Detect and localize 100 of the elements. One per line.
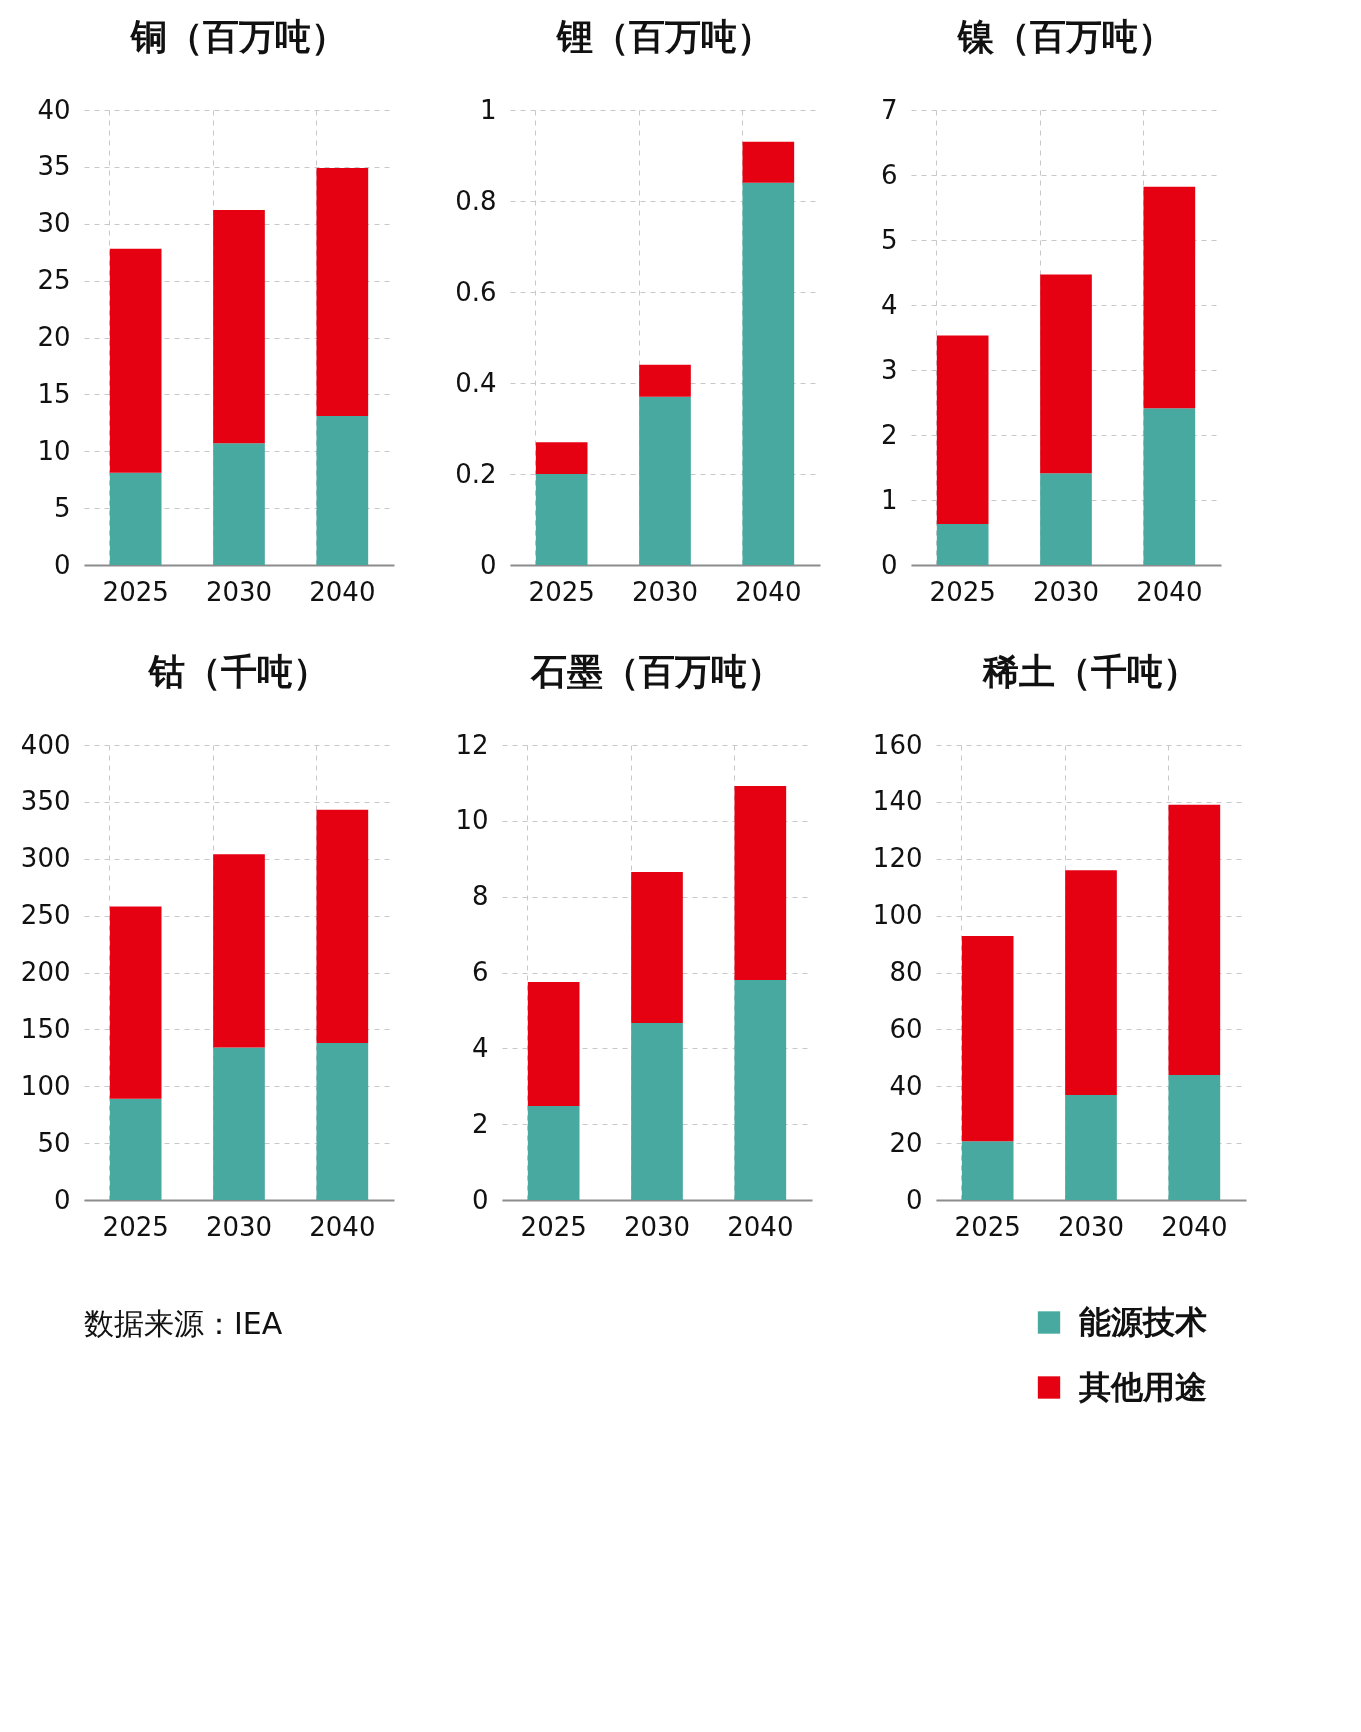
- y-tick-label: 150: [20, 1013, 71, 1044]
- bar: [639, 364, 691, 397]
- y-tick-label: 0: [905, 1184, 923, 1215]
- y-tick-label: 40: [37, 94, 71, 125]
- x-tick-label: 2040: [309, 576, 376, 607]
- bar: [639, 396, 691, 565]
- y-tick-label: 10: [455, 805, 489, 836]
- bar: [1040, 274, 1092, 474]
- y-tick-label: 1: [880, 484, 898, 515]
- x-tick-label: 2025: [954, 1211, 1021, 1242]
- chart-title: 镍（百万吨）: [956, 16, 1174, 57]
- bar: [961, 936, 1014, 1142]
- bar: [961, 1141, 1014, 1200]
- y-tick-label: 350: [20, 786, 71, 817]
- bar: [936, 524, 989, 565]
- bar: [109, 1098, 162, 1200]
- y-tick-label: 2: [880, 419, 898, 450]
- legend-label: 能源技术: [1079, 1302, 1207, 1341]
- y-tick-label: 35: [37, 151, 71, 182]
- y-tick-label: 400: [20, 729, 71, 760]
- x-tick-label: 2040: [1136, 576, 1203, 607]
- y-tick-label: 0.4: [455, 367, 497, 398]
- bar: [1065, 1095, 1117, 1200]
- y-tick-label: 5: [880, 224, 898, 255]
- y-tick-label: 5: [53, 492, 71, 523]
- x-tick-label: 2030: [1057, 1211, 1125, 1242]
- legend-label: 其他用途: [1078, 1367, 1207, 1406]
- bar: [742, 182, 795, 565]
- y-tick-label: 20: [37, 322, 71, 352]
- y-tick-label: 200: [20, 957, 71, 987]
- y-tick-label: 50: [37, 1127, 71, 1158]
- y-tick-label: 6: [471, 957, 489, 987]
- chart-title: 锂（百万吨）: [555, 16, 773, 57]
- x-tick-label: 2040: [309, 1211, 376, 1242]
- y-tick-label: 0: [471, 1184, 489, 1215]
- y-tick-label: 4: [471, 1032, 489, 1063]
- x-tick-label: 2030: [205, 1211, 273, 1242]
- y-tick-label: 140: [872, 786, 923, 817]
- y-tick-label: 3: [880, 354, 898, 385]
- bar: [316, 809, 369, 1044]
- bar: [316, 415, 369, 565]
- bar: [109, 248, 162, 473]
- chart-title: 石墨（百万吨）: [530, 651, 783, 692]
- bar: [213, 210, 265, 444]
- x-tick-label: 2030: [623, 1211, 691, 1242]
- source-note: 数据来源：IEA: [84, 1306, 283, 1341]
- x-tick-label: 2025: [528, 576, 595, 607]
- bar: [742, 141, 795, 183]
- chart-title: 钴（千吨）: [147, 651, 329, 692]
- y-tick-label: 80: [889, 957, 923, 987]
- y-tick-label: 7: [880, 94, 898, 125]
- bar: [1143, 408, 1196, 565]
- x-tick-label: 2030: [631, 576, 699, 607]
- bar: [535, 442, 588, 474]
- x-tick-label: 2030: [1032, 576, 1100, 607]
- y-tick-label: 8: [471, 881, 489, 912]
- y-tick-label: 0.8: [455, 185, 497, 216]
- x-tick-label: 2025: [102, 1211, 169, 1242]
- bar: [734, 980, 787, 1200]
- x-tick-label: 2040: [735, 576, 802, 607]
- bar: [1040, 473, 1092, 565]
- bar: [631, 1022, 683, 1200]
- bar: [213, 1047, 265, 1200]
- y-tick-label: 100: [20, 1070, 71, 1101]
- chart-title: 稀土（千吨）: [982, 651, 1199, 692]
- y-tick-label: 40: [889, 1070, 923, 1101]
- bar: [213, 443, 265, 565]
- bar: [109, 472, 162, 565]
- chart-title: 铜（百万吨）: [129, 16, 347, 57]
- bar: [1168, 1074, 1221, 1200]
- bar: [1065, 870, 1117, 1096]
- bar: [936, 335, 989, 525]
- x-tick-label: 2040: [1161, 1211, 1228, 1242]
- bar: [734, 785, 787, 981]
- x-tick-label: 2030: [205, 576, 273, 607]
- bar: [631, 872, 683, 1023]
- bar: [316, 1043, 369, 1200]
- y-tick-label: 1: [479, 94, 497, 125]
- y-tick-label: 4: [880, 289, 898, 320]
- y-tick-label: 160: [872, 729, 923, 760]
- bar: [213, 854, 265, 1048]
- y-tick-label: 0: [880, 549, 898, 580]
- x-tick-label: 2025: [102, 576, 169, 607]
- y-tick-label: 0: [53, 549, 71, 580]
- y-tick-label: 2: [471, 1108, 489, 1139]
- y-tick-label: 10: [37, 435, 71, 466]
- x-tick-label: 2025: [520, 1211, 587, 1242]
- y-tick-label: 60: [889, 1013, 923, 1044]
- x-tick-label: 2040: [727, 1211, 794, 1242]
- y-tick-label: 250: [20, 900, 71, 931]
- bar: [527, 981, 580, 1106]
- x-tick-label: 2025: [929, 576, 996, 607]
- bar: [527, 1105, 580, 1200]
- y-tick-label: 0.2: [455, 458, 497, 489]
- y-tick-label: 0.6: [455, 276, 497, 307]
- y-tick-label: 0: [479, 549, 497, 580]
- bar: [109, 906, 162, 1099]
- y-tick-label: 100: [872, 900, 923, 931]
- y-tick-label: 20: [889, 1127, 923, 1158]
- y-tick-label: 30: [37, 208, 71, 239]
